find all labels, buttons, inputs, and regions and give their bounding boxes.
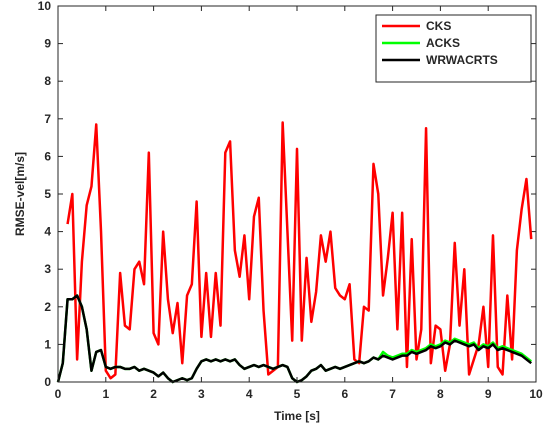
- legend-label: ACKS: [426, 36, 460, 50]
- y-tick-label: 4: [44, 225, 51, 239]
- y-tick-label: 7: [44, 112, 51, 126]
- y-tick-label: 3: [44, 262, 51, 276]
- y-tick-label: 8: [44, 74, 51, 88]
- y-tick-label: 2: [44, 300, 51, 314]
- x-tick-label: 9: [485, 387, 492, 401]
- x-tick-label: 4: [246, 387, 253, 401]
- series-line: [56, 294, 532, 384]
- x-tick-label: 1: [102, 387, 109, 401]
- x-tick-label: 10: [529, 387, 543, 401]
- y-tick-label: 6: [44, 149, 51, 163]
- x-tick-label: 3: [198, 387, 205, 401]
- x-tick-label: 6: [341, 387, 348, 401]
- x-tick-label: 2: [150, 387, 157, 401]
- legend-label: WRWACRTS: [426, 53, 498, 67]
- series-line: [66, 121, 533, 380]
- x-tick-label: 7: [389, 387, 396, 401]
- y-tick-label: 9: [44, 37, 51, 51]
- legend-label: CKS: [426, 19, 451, 33]
- y-tick-label: 10: [38, 0, 52, 13]
- y-tick-label: 5: [44, 187, 51, 201]
- y-axis-label: RMSE-vel[m/s]: [13, 152, 27, 236]
- x-axis-label: Time [s]: [274, 409, 320, 423]
- axes-box: [57, 5, 537, 383]
- x-tick-label: 8: [437, 387, 444, 401]
- y-tick-label: 0: [44, 375, 51, 389]
- x-tick-label: 0: [55, 387, 62, 401]
- x-tick-label: 5: [294, 387, 301, 401]
- y-tick-label: 1: [44, 337, 51, 351]
